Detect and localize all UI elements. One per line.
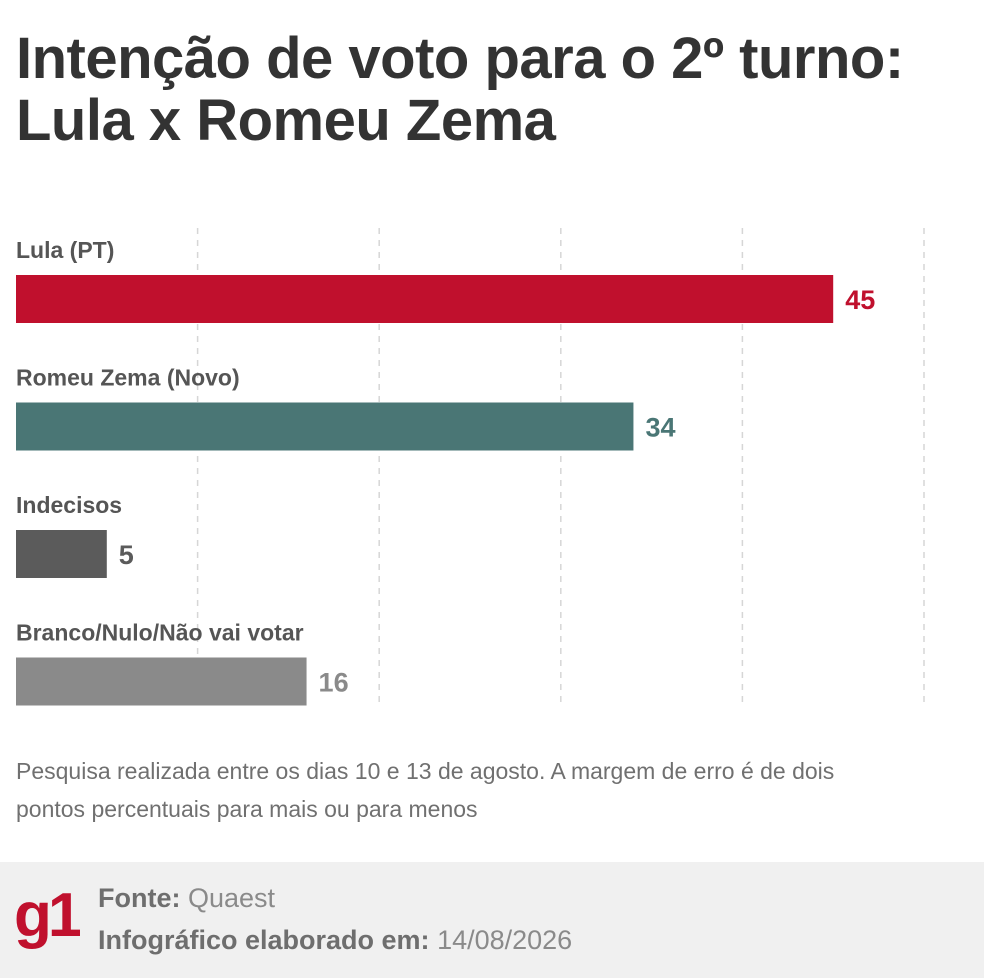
source-value: Quaest bbox=[188, 883, 276, 913]
category-label: Indecisos bbox=[16, 492, 122, 518]
value-label: 16 bbox=[319, 668, 349, 698]
source-line: Fonte: Quaest bbox=[98, 882, 275, 914]
bar bbox=[16, 275, 834, 323]
methodology-note: Pesquisa realizada entre os dias 10 e 13… bbox=[16, 758, 835, 822]
g1-logo: g1 bbox=[14, 881, 80, 950]
bar bbox=[16, 402, 634, 451]
svg-text:g1: g1 bbox=[14, 881, 80, 950]
bar bbox=[16, 657, 307, 706]
category-label: Branco/Nulo/Não vai votar bbox=[16, 620, 304, 646]
date-line: Infográfico elaborado em: 14/08/2026 bbox=[98, 924, 572, 956]
footer: g1 Fonte: Quaest Infográfico elaborado e… bbox=[0, 862, 984, 978]
value-label: 5 bbox=[119, 540, 134, 570]
category-label: Romeu Zema (Novo) bbox=[16, 365, 240, 391]
date-value: 14/08/2026 bbox=[437, 925, 573, 955]
source-label: Fonte: bbox=[98, 883, 181, 913]
date-label: Infográfico elaborado em: bbox=[98, 925, 430, 955]
value-label: 34 bbox=[645, 413, 675, 443]
bar bbox=[16, 530, 107, 578]
bar-chart: Lula (PT) 45 Romeu Zema (Novo) 34 Indecisos 5… bbox=[16, 228, 925, 706]
value-label: 45 bbox=[845, 285, 875, 315]
chart-title: Intenção de voto para o 2º turno: Lula x… bbox=[16, 26, 904, 153]
category-label: Lula (PT) bbox=[16, 237, 114, 263]
